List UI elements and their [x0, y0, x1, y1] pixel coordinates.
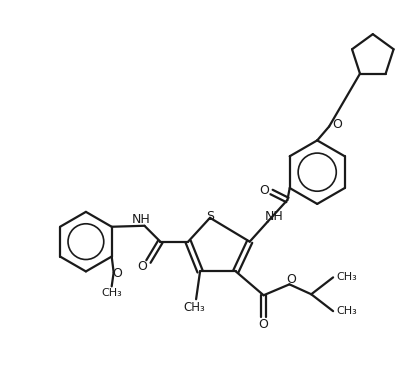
Text: NH: NH	[265, 210, 284, 223]
Text: CH₃: CH₃	[336, 273, 357, 283]
Text: S: S	[206, 210, 214, 223]
Text: O: O	[286, 273, 296, 286]
Text: O: O	[259, 318, 268, 330]
Text: O: O	[113, 267, 122, 280]
Text: O: O	[332, 118, 342, 131]
Text: NH: NH	[132, 213, 151, 226]
Text: CH₃: CH₃	[336, 306, 357, 316]
Text: O: O	[260, 183, 270, 196]
Text: O: O	[138, 260, 148, 273]
Text: CH₃: CH₃	[101, 288, 122, 298]
Text: CH₃: CH₃	[183, 301, 205, 314]
